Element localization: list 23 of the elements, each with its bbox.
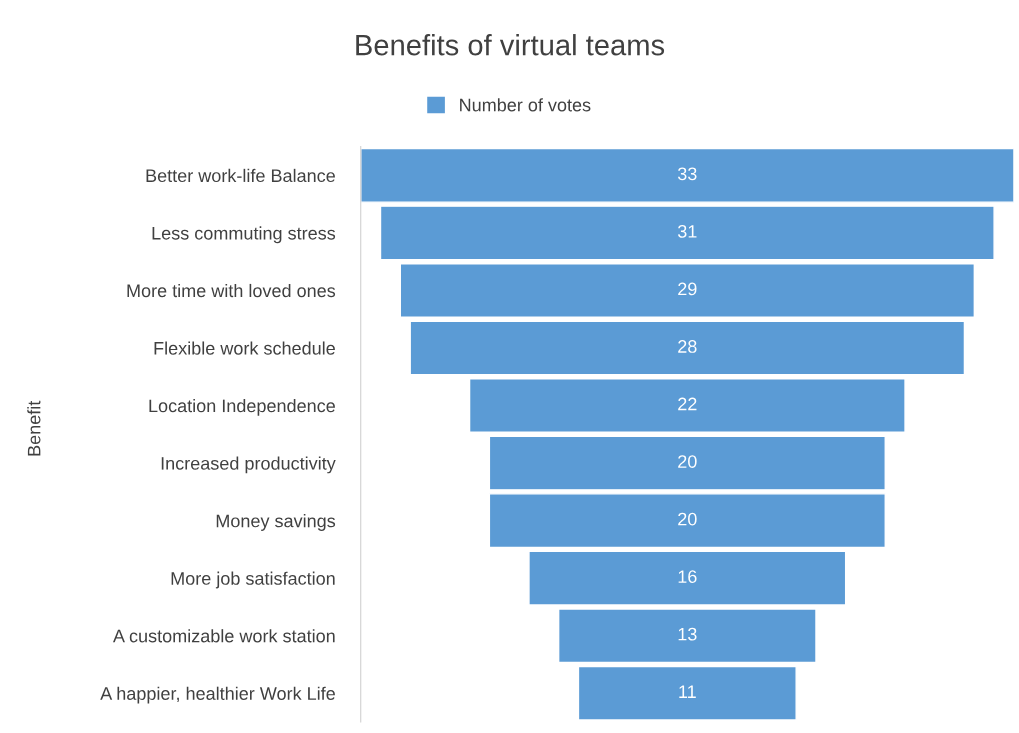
data-label: 29 — [678, 282, 697, 296]
category-label: A customizable work station — [112, 629, 335, 643]
data-label: 28 — [678, 340, 697, 353]
data-label: 11 — [679, 685, 696, 698]
category-label: Location Independence — [149, 398, 335, 416]
category-label: Less commuting stress — [152, 226, 336, 244]
category-label: Flexible work schedule — [154, 341, 335, 355]
category-label: Increased productivity — [161, 456, 336, 474]
data-label: 22 — [678, 397, 697, 411]
category-label: More time with loved ones — [127, 283, 336, 298]
text: Benefit — [27, 400, 41, 456]
data-label: 16 — [678, 570, 697, 583]
data-label: 13 — [678, 627, 697, 641]
legend-label: Number of votes — [460, 98, 591, 112]
category-label: More job satisfaction — [171, 571, 335, 589]
text: Benefits of virtual teams — [356, 34, 665, 56]
data-label: 20 — [678, 512, 697, 526]
category-label: Money savings — [216, 514, 336, 531]
data-label: 31 — [677, 224, 697, 238]
category-label: A happier, healthier Work Life — [100, 686, 335, 704]
data-label: 33 — [677, 167, 697, 181]
data-label: 20 — [678, 455, 697, 468]
category-label: Better work-life Balance — [146, 168, 335, 183]
